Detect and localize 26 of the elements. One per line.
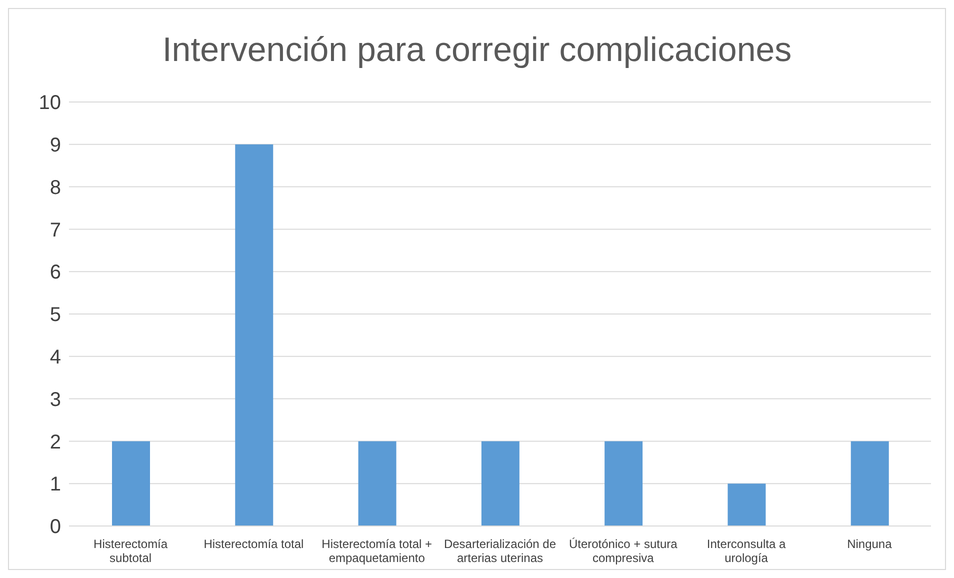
x-tick-label: Úterotónico + sutura compresiva — [568, 537, 678, 565]
x-tick-label: Histerectomía total + empaquetamiento — [322, 537, 432, 565]
y-tick-label: 8 — [50, 176, 61, 199]
y-tick-label: 2 — [50, 431, 61, 454]
bar — [481, 441, 520, 526]
y-tick-label: 3 — [50, 388, 61, 411]
x-tick-label: Histerectomía subtotal — [94, 537, 168, 565]
x-tick-label: Desarterialización de arterias uterinas — [444, 537, 556, 565]
y-tick-label: 0 — [50, 516, 61, 538]
bar — [235, 144, 274, 526]
bar — [112, 441, 150, 526]
bar — [358, 441, 396, 526]
x-tick-label: Interconsulta a urología — [706, 537, 786, 565]
x-tick-label: Ninguna — [847, 537, 892, 551]
y-tick-label: 4 — [50, 346, 61, 368]
bar — [850, 441, 889, 526]
y-tick-label: 10 — [38, 92, 61, 114]
y-tick-label: 5 — [50, 304, 61, 326]
y-tick-label: 9 — [50, 134, 61, 156]
bar — [604, 441, 643, 526]
chart-title: Intervención para corregir complicaciones — [161, 31, 793, 70]
bar — [728, 484, 766, 526]
y-tick-label: 7 — [50, 219, 61, 242]
x-tick-label: Histerectomía total — [204, 537, 304, 551]
y-tick-label: 6 — [50, 262, 61, 284]
y-tick-label: 1 — [50, 474, 61, 496]
